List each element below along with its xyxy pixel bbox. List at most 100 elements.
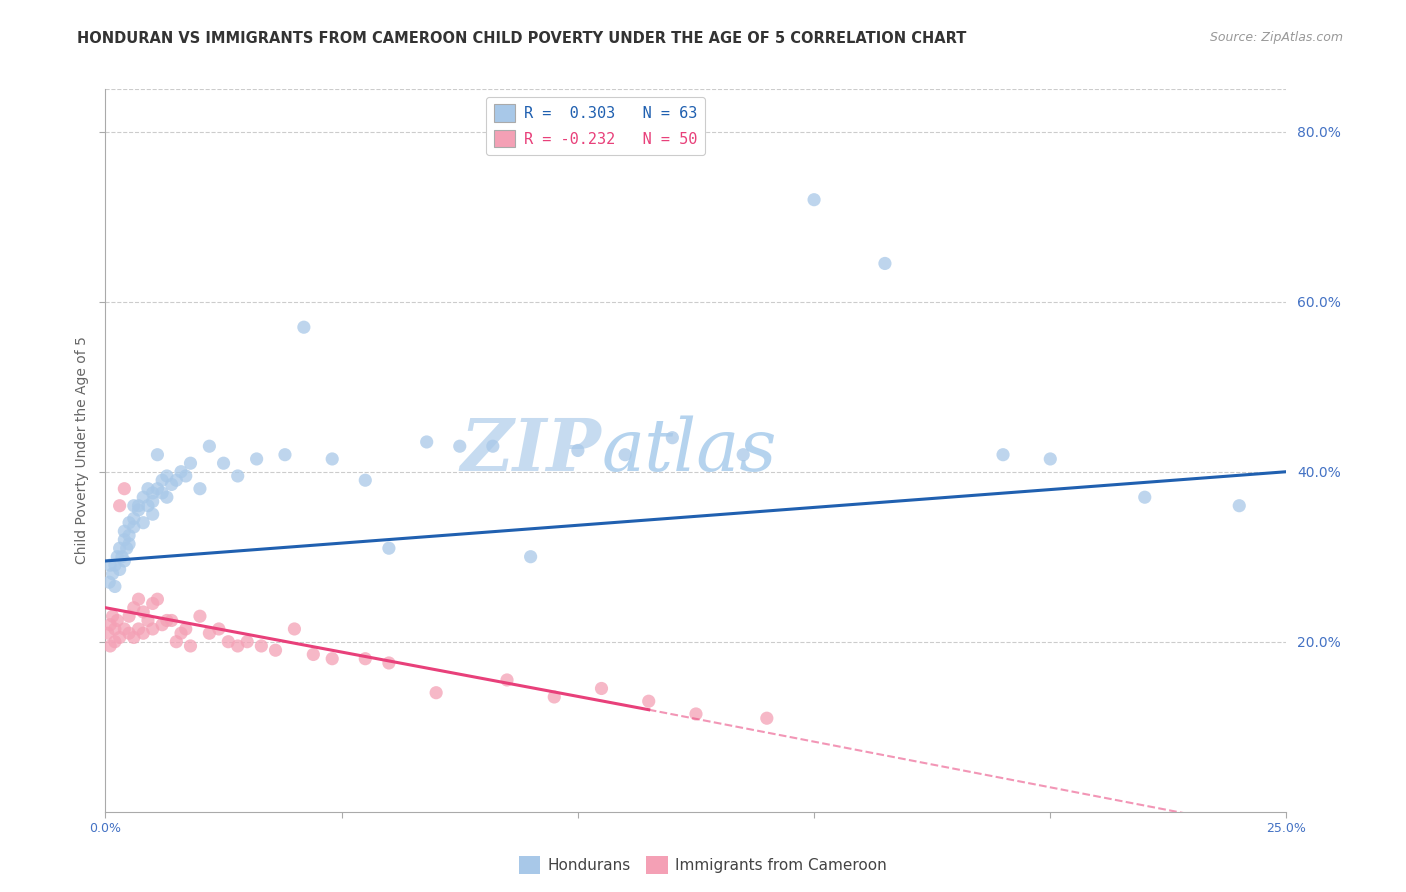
Point <box>685 706 707 721</box>
Point <box>170 465 193 479</box>
Text: Source: ZipAtlas.com: Source: ZipAtlas.com <box>1209 31 1343 45</box>
Point <box>496 673 519 687</box>
Point <box>354 651 377 665</box>
Text: ZIP: ZIP <box>461 415 602 486</box>
Point <box>250 639 273 653</box>
Point <box>378 541 401 556</box>
Point <box>97 626 120 640</box>
Point <box>150 473 173 487</box>
Point <box>98 575 121 590</box>
Point <box>156 614 179 628</box>
Point <box>156 490 179 504</box>
Point <box>614 448 637 462</box>
Point <box>226 639 249 653</box>
Point <box>991 448 1014 462</box>
Point <box>188 482 211 496</box>
Legend: R =  0.303   N = 63, R = -0.232   N = 50: R = 0.303 N = 63, R = -0.232 N = 50 <box>486 97 706 155</box>
Point <box>104 579 127 593</box>
Point <box>128 499 150 513</box>
Point <box>108 541 131 556</box>
Point <box>132 490 155 504</box>
Point <box>112 622 135 636</box>
Point <box>108 499 131 513</box>
Point <box>146 448 169 462</box>
Point <box>378 656 401 670</box>
Point <box>264 643 287 657</box>
Point <box>354 473 377 487</box>
Point <box>292 320 315 334</box>
Point <box>111 549 134 564</box>
Point <box>142 622 165 636</box>
Point <box>142 597 165 611</box>
Point <box>661 431 683 445</box>
Point <box>174 469 197 483</box>
Point <box>122 631 145 645</box>
Point <box>873 256 896 270</box>
Point <box>105 614 128 628</box>
Point <box>146 482 169 496</box>
Point <box>449 439 471 453</box>
Point <box>236 634 259 648</box>
Point <box>118 537 141 551</box>
Point <box>198 626 221 640</box>
Point <box>170 626 193 640</box>
Point <box>136 482 159 496</box>
Point <box>146 592 169 607</box>
Point <box>115 541 138 556</box>
Point <box>118 609 141 624</box>
Point <box>98 617 121 632</box>
Point <box>122 511 145 525</box>
Point <box>98 639 121 653</box>
Point <box>150 617 173 632</box>
Point <box>755 711 778 725</box>
Point <box>128 592 150 607</box>
Point <box>150 486 173 500</box>
Text: atlas: atlas <box>602 415 778 486</box>
Point <box>156 469 179 483</box>
Point <box>321 651 343 665</box>
Point <box>519 549 541 564</box>
Point <box>132 605 155 619</box>
Point <box>128 503 150 517</box>
Point <box>165 473 187 487</box>
Point <box>101 609 124 624</box>
Point <box>179 456 201 470</box>
Point <box>108 631 131 645</box>
Point <box>122 499 145 513</box>
Point <box>122 520 145 534</box>
Point <box>112 533 135 547</box>
Legend: Hondurans, Immigrants from Cameroon: Hondurans, Immigrants from Cameroon <box>513 850 893 880</box>
Point <box>1039 452 1062 467</box>
Point <box>482 439 505 453</box>
Point <box>425 686 447 700</box>
Point <box>118 528 141 542</box>
Point <box>142 507 165 521</box>
Point <box>160 614 183 628</box>
Point <box>226 469 249 483</box>
Point <box>104 558 127 573</box>
Point <box>246 452 269 467</box>
Point <box>118 626 141 640</box>
Point <box>543 690 565 704</box>
Text: HONDURAN VS IMMIGRANTS FROM CAMEROON CHILD POVERTY UNDER THE AGE OF 5 CORRELATIO: HONDURAN VS IMMIGRANTS FROM CAMEROON CHI… <box>77 31 967 46</box>
Point <box>112 482 135 496</box>
Point <box>112 524 135 539</box>
Point <box>274 448 297 462</box>
Point <box>208 622 231 636</box>
Point <box>567 443 589 458</box>
Point <box>415 434 437 449</box>
Point <box>283 622 305 636</box>
Point <box>136 499 159 513</box>
Point <box>101 566 124 581</box>
Y-axis label: Child Poverty Under the Age of 5: Child Poverty Under the Age of 5 <box>75 336 89 565</box>
Point <box>160 477 183 491</box>
Point <box>637 694 659 708</box>
Point <box>198 439 221 453</box>
Point <box>128 622 150 636</box>
Point <box>1227 499 1250 513</box>
Point <box>1133 490 1156 504</box>
Point <box>302 648 325 662</box>
Point <box>104 634 127 648</box>
Point <box>132 516 155 530</box>
Point <box>217 634 239 648</box>
